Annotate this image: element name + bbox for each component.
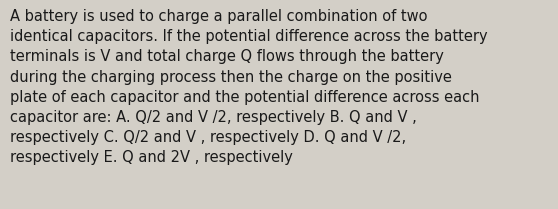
Text: A battery is used to charge a parallel combination of two
identical capacitors. : A battery is used to charge a parallel c…	[10, 9, 488, 165]
